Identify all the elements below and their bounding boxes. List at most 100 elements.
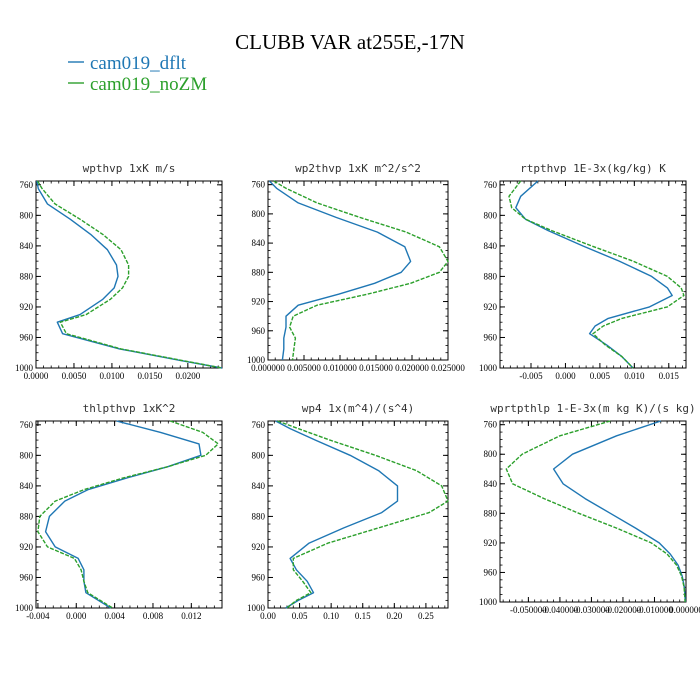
y-tick-label: 760 (20, 180, 34, 190)
y-tick-label: 1000 (247, 603, 266, 613)
x-tick-label: 0.005000 (287, 363, 321, 373)
x-tick-label: -0.010000 (636, 605, 673, 615)
y-tick-label: 960 (252, 326, 266, 336)
y-tick-label: 920 (20, 302, 34, 312)
y-tick-label: 1000 (479, 363, 498, 373)
y-tick-label: 760 (20, 420, 34, 430)
y-tick-label: 920 (252, 297, 266, 307)
series-line-dflt (36, 180, 223, 369)
panel-5: wp4 1x(m^4)/(s^4)76080084088092096010000… (247, 402, 449, 621)
y-tick-label: 800 (484, 449, 498, 459)
x-tick-label: 0.0100 (100, 371, 125, 381)
figure-title: CLUBB VAR at255E,-17N (235, 30, 465, 54)
y-tick-label: 920 (252, 542, 266, 552)
x-tick-label: -0.005 (519, 371, 543, 381)
panel-title: wp4 1x(m^4)/(s^4) (302, 402, 415, 415)
y-tick-label: 920 (20, 542, 34, 552)
plot-frame (267, 180, 449, 361)
series-line-nozm (277, 420, 449, 609)
x-tick-label: 0.012 (181, 611, 201, 621)
x-tick-label: -0.050000 (510, 605, 547, 615)
panel-2: wp2thvp 1xK m^2/s^2 760 800 840 880 920 960 100… (247, 162, 465, 373)
panel-title: thlpthvp 1xK^2 (83, 402, 176, 415)
y-tick-label: 760 (252, 180, 266, 190)
y-tick-label: 840 (484, 241, 498, 251)
y-tick-label: 760 (484, 180, 498, 190)
x-tick-label: -0.004 (26, 611, 50, 621)
panel-title: rtpthvp 1E-3x(kg/kg) K (520, 162, 666, 175)
x-tick-label: 0.004 (104, 611, 125, 621)
y-tick-label: 840 (484, 479, 498, 489)
x-tick-label: 0.05 (292, 611, 308, 621)
y-tick-label: 840 (252, 238, 266, 248)
y-tick-label: 840 (20, 481, 34, 491)
series-line-nozm (273, 180, 449, 361)
legend: cam019_dflt cam019_noZM (68, 53, 207, 95)
x-tick-label: 0.008 (143, 611, 164, 621)
x-tick-label: 0.10 (323, 611, 339, 621)
y-tick-label: 840 (20, 241, 34, 251)
x-tick-label: 0.000000 (669, 605, 700, 615)
y-tick-label: 960 (484, 567, 498, 577)
y-tick-label: 1000 (479, 597, 498, 607)
panel-title: wp2thvp 1xK m^2/s^2 (295, 162, 421, 175)
panel-title: wprtpthlp 1-E-3x(m kg K)/(s kg) (490, 402, 695, 415)
x-tick-label: 0.010 (624, 371, 645, 381)
series-line-dflt (44, 420, 202, 609)
x-tick-label: 0.0200 (175, 371, 200, 381)
x-tick-label: -0.040000 (542, 605, 579, 615)
y-tick-label: 800 (252, 450, 266, 460)
plot-frame (35, 420, 223, 609)
plot-frame (499, 420, 687, 603)
x-tick-label: -0.030000 (573, 605, 610, 615)
x-tick-label: 0.000 (66, 611, 87, 621)
y-tick-label: 800 (20, 450, 34, 460)
x-tick-label: -0.020000 (605, 605, 642, 615)
x-tick-label: 0.020000 (395, 363, 429, 373)
x-tick-label: 0.0000 (24, 371, 49, 381)
panel-1: wpthvp 1xK m/s76080084088092096010000.00… (15, 162, 223, 381)
y-tick-label: 1000 (15, 603, 34, 613)
x-tick-label: 0.00 (260, 611, 276, 621)
y-tick-label: 760 (484, 420, 498, 430)
y-tick-label: 800 (20, 210, 34, 220)
x-tick-label: 0.025000 (431, 363, 465, 373)
y-tick-label: 880 (484, 271, 498, 281)
plot-frame (499, 180, 687, 369)
x-tick-label: 0.010000 (323, 363, 357, 373)
series-line-nozm (36, 180, 223, 369)
x-tick-label: 0.015000 (359, 363, 393, 373)
y-tick-label: 760 (252, 420, 266, 430)
x-tick-label: 0.15 (355, 611, 371, 621)
series-line-dflt (268, 180, 412, 361)
y-tick-label: 880 (252, 511, 266, 521)
series-line-dflt (275, 420, 399, 609)
panel-6: wprtpthlp 1-E-3x(m kg K)/(s kg) 760 800 840… (479, 402, 700, 615)
plot-frame (35, 180, 223, 369)
y-tick-label: 800 (252, 209, 266, 219)
y-tick-label: 880 (252, 267, 266, 277)
series-line-nozm (37, 420, 219, 609)
plot-frame (267, 420, 449, 609)
x-tick-label: 0.000000 (251, 363, 285, 373)
legend-label-dflt: cam019_dflt (90, 53, 187, 74)
legend-label-nozm: cam019_noZM (90, 74, 207, 95)
y-tick-label: 960 (252, 572, 266, 582)
y-tick-label: 960 (20, 332, 34, 342)
panel-4: thlpthvp 1xK^2 760 800 840 880 920 960 1000-0.0… (15, 402, 223, 621)
y-tick-label: 1000 (15, 363, 34, 373)
y-tick-label: 880 (20, 271, 34, 281)
x-tick-label: 0.005 (590, 371, 611, 381)
x-tick-label: 0.0050 (62, 371, 87, 381)
y-tick-label: 1000 (247, 355, 266, 365)
y-tick-label: 840 (252, 481, 266, 491)
y-tick-label: 920 (484, 302, 498, 312)
x-tick-label: 0.015 (659, 371, 680, 381)
x-tick-label: 0.20 (386, 611, 402, 621)
y-tick-label: 800 (484, 210, 498, 220)
panels-grid: wpthvp 1xK m/s76080084088092096010000.00… (15, 162, 700, 621)
panel-3: rtpthvp 1E-3x(kg/kg) K 760 800 840 880 920 960… (479, 162, 687, 381)
panel-title: wpthvp 1xK m/s (83, 162, 176, 175)
x-tick-label: 0.000 (555, 371, 576, 381)
y-tick-label: 880 (484, 508, 498, 518)
